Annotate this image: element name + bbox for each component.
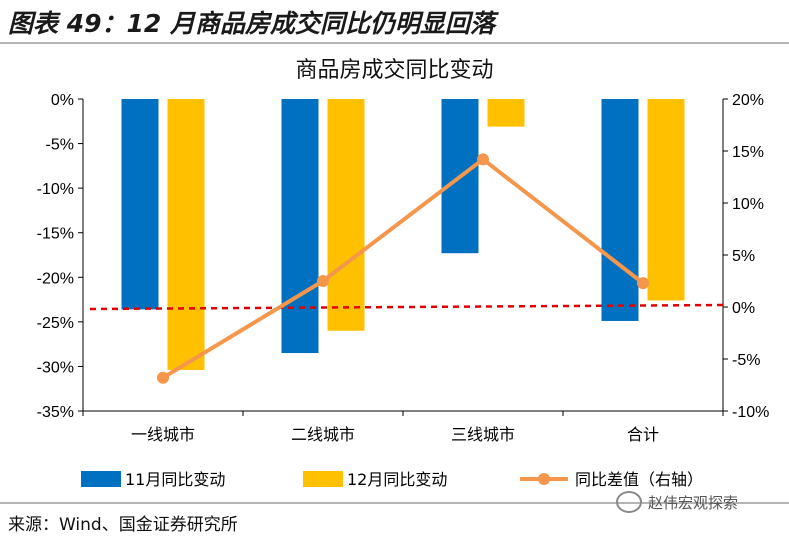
left-tick-label: 0% xyxy=(51,92,74,109)
line-marker xyxy=(157,371,169,384)
legend-marker-同比差值 xyxy=(538,473,550,485)
legend-swatch-11月 xyxy=(81,471,121,487)
right-tick-label: -5% xyxy=(732,352,760,369)
wechat-logo-icon xyxy=(616,491,642,513)
category-label: 一线城市 xyxy=(131,425,195,444)
left-tick-label: -30% xyxy=(37,359,74,376)
left-tick-label: -20% xyxy=(37,270,74,287)
bar-11月同比变动 xyxy=(121,99,159,310)
line-marker xyxy=(317,275,329,287)
category-label: 二线城市 xyxy=(291,425,355,444)
bar-12月同比变动 xyxy=(327,99,365,331)
bar-11月同比变动 xyxy=(281,99,319,354)
legend-label: 12月同比变动 xyxy=(347,470,447,489)
bar-11月同比变动 xyxy=(601,99,639,321)
footer-rule xyxy=(0,502,789,504)
left-tick-label: -25% xyxy=(37,315,74,332)
left-tick-label: -5% xyxy=(46,137,74,154)
bar-12月同比变动 xyxy=(487,99,525,127)
line-同比差值 xyxy=(161,157,645,380)
watermark: 赵伟宏观探索 xyxy=(616,491,738,513)
category-label: 三线城市 xyxy=(451,425,515,444)
left-tick-label: -35% xyxy=(37,404,74,421)
source-note: 来源：Wind、国金证券研究所 xyxy=(8,515,238,535)
chart-title: 商品房成交同比变动 xyxy=(295,58,494,83)
legend-swatch-12月 xyxy=(303,471,343,487)
figure-header: 图表 49：12 月商品房成交同比仍明显回落 xyxy=(0,0,789,44)
legend-label: 11月同比变动 xyxy=(125,470,225,489)
line-marker xyxy=(637,277,649,290)
right-tick-label: 10% xyxy=(732,196,764,213)
left-tick-label: -15% xyxy=(37,226,74,243)
bar-12月同比变动 xyxy=(167,99,205,370)
line-marker xyxy=(477,153,489,166)
right-tick-label: 0% xyxy=(732,300,755,317)
legend-label: 同比差值（右轴） xyxy=(575,470,703,489)
right-tick-label: 15% xyxy=(732,144,764,161)
bar-12月同比变动 xyxy=(647,99,685,301)
category-label: 合计 xyxy=(627,425,659,444)
left-tick-label: -10% xyxy=(37,181,74,198)
right-tick-label: 20% xyxy=(732,92,764,109)
watermark-text: 赵伟宏观探索 xyxy=(648,493,739,512)
header-rule xyxy=(0,42,789,44)
right-tick-label: -10% xyxy=(732,404,769,421)
right-tick-label: 5% xyxy=(732,248,755,265)
figure-title: 图表 49：12 月商品房成交同比仍明显回落 xyxy=(8,9,495,38)
